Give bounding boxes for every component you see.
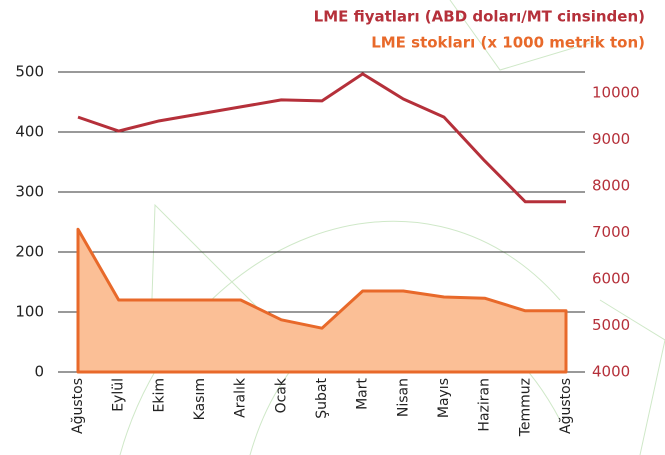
y2-tick-label: 9000 [592,130,630,148]
y-tick-label: 0 [34,363,44,381]
x-tick-label: Temmuz [517,378,533,437]
x-tick-label: Aralık [233,377,249,418]
price-line [77,72,566,204]
x-tick-label: Ağustos [558,378,574,434]
y2-tick-label: 10000 [592,83,640,101]
x-tick-label: Ağustos [70,378,86,434]
stock-area [76,227,568,374]
x-tick-label: Mayıs [436,378,452,418]
x-tick-label: Nisan [395,378,411,417]
y2-tick-label: 8000 [592,176,630,194]
y2-tick-label: 4000 [592,363,630,381]
x-tick-label: Haziran [477,378,493,432]
x-tick-label: Ocak [273,377,289,413]
y2-tick-label: 7000 [592,223,630,241]
x-tick-label: Şubat [314,377,330,418]
x-tick-label: Ekim [151,378,167,412]
y2-tick-label: 6000 [592,269,630,287]
legend-entry: LME fiyatları (ABD doları/MT cinsinden) [314,8,645,26]
y-tick-label: 400 [15,123,44,141]
y-tick-label: 300 [15,183,44,201]
x-tick-label: Kasım [192,378,208,420]
y-tick-label: 100 [15,303,44,321]
y-tick-label: 200 [15,243,44,261]
y2-tick-label: 5000 [592,316,630,334]
y-tick-label: 500 [15,63,44,81]
x-tick-label: Eylül [111,378,127,412]
x-tick-label: Mart [355,377,371,409]
legend-entry: LME stokları (x 1000 metrik ton) [371,34,645,52]
